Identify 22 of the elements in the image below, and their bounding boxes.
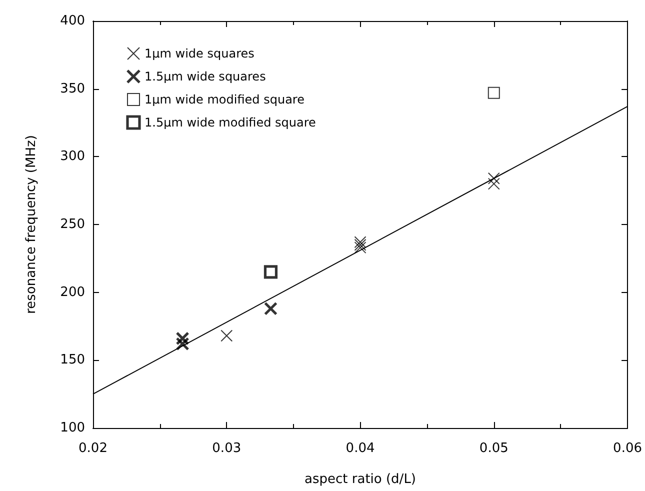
- y-tick-label: 150: [60, 352, 85, 368]
- x-axis-title: aspect ratio (d/L): [304, 472, 416, 487]
- point: [264, 265, 278, 279]
- y-tick-label: 350: [60, 81, 85, 96]
- x-tick-label: 0.06: [613, 441, 642, 456]
- x-tick-label: 0.03: [212, 441, 242, 456]
- legend-label: 1µm wide squares: [144, 46, 254, 60]
- y-tick-label: 250: [60, 217, 85, 232]
- y-tick-label: 100: [60, 420, 85, 436]
- legend-label: 1.5µm wide squares: [144, 70, 266, 84]
- y-tick-label: 200: [60, 284, 85, 300]
- y-tick-label: 300: [60, 149, 85, 164]
- legend-label: 1µm wide modified square: [144, 92, 304, 106]
- point: [264, 302, 278, 316]
- y-axis-title: resonance frequency (MHz): [24, 135, 39, 314]
- point: [176, 332, 190, 346]
- legend-label: 1.5µm wide modified square: [144, 116, 316, 130]
- x-tick-label: 0.04: [346, 441, 375, 456]
- x-tick-label: 0.02: [78, 441, 108, 456]
- x-tick-label: 0.05: [479, 441, 508, 456]
- point: [176, 337, 190, 351]
- y-tick-label: 400: [60, 14, 85, 28]
